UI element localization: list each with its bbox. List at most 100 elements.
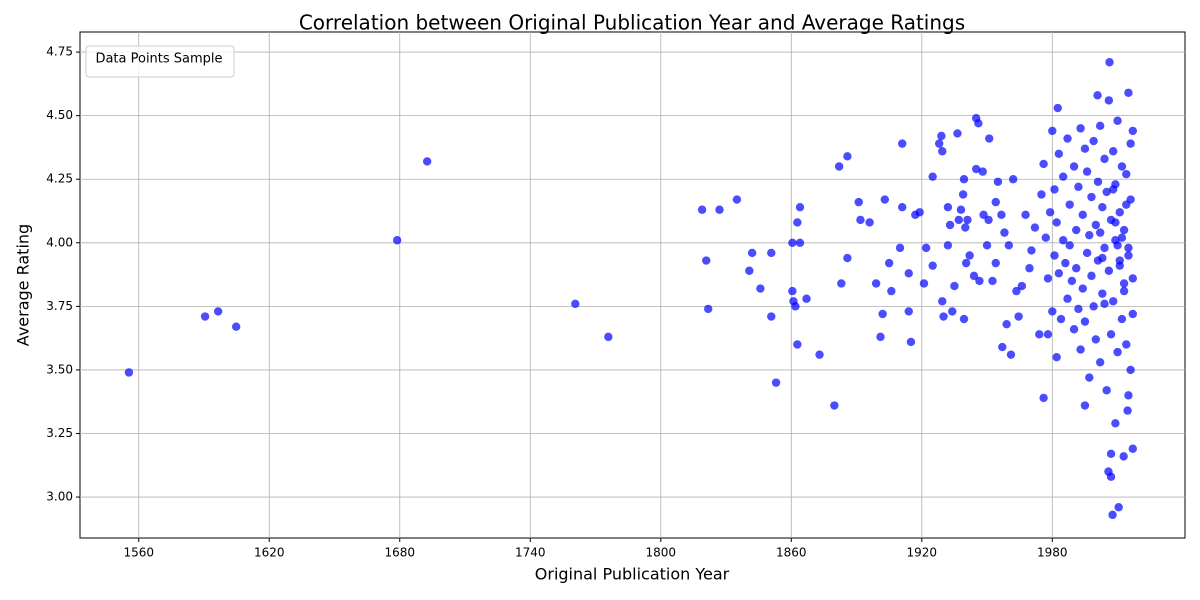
point	[1106, 472, 1116, 481]
point	[991, 258, 1000, 268]
point	[1063, 134, 1072, 143]
point	[1065, 200, 1074, 209]
point	[854, 197, 863, 207]
point	[1122, 340, 1131, 349]
point	[843, 253, 852, 263]
point	[1104, 266, 1114, 275]
point	[802, 294, 811, 303]
point	[1061, 258, 1070, 268]
point	[1076, 124, 1085, 133]
point	[1128, 126, 1137, 136]
point	[830, 401, 839, 410]
point	[904, 269, 913, 278]
legend-box	[85, 45, 235, 78]
point	[969, 271, 979, 281]
point	[767, 312, 776, 321]
point	[1124, 88, 1133, 97]
point	[878, 309, 887, 319]
point	[1119, 286, 1129, 296]
point	[392, 236, 402, 245]
point	[1114, 503, 1123, 512]
point	[887, 286, 896, 296]
point	[231, 322, 241, 331]
point	[1124, 251, 1133, 260]
point	[1035, 330, 1044, 339]
point	[1091, 220, 1101, 230]
point	[1089, 136, 1098, 146]
point	[1093, 91, 1102, 100]
point	[1041, 233, 1050, 242]
point	[1052, 353, 1061, 362]
point	[1087, 271, 1096, 281]
point	[975, 276, 984, 286]
point	[1109, 147, 1118, 156]
point	[1054, 269, 1064, 278]
point	[1012, 286, 1021, 296]
point	[1089, 302, 1098, 311]
point	[1109, 185, 1118, 194]
point	[200, 312, 210, 321]
point	[943, 241, 953, 250]
point	[1074, 304, 1083, 314]
point	[124, 368, 134, 377]
y-tick-label: 3.75	[46, 299, 73, 313]
point	[1108, 510, 1117, 520]
point	[1072, 225, 1081, 235]
point	[1050, 185, 1059, 194]
point	[1100, 243, 1109, 253]
point	[1082, 167, 1092, 176]
point	[1098, 202, 1107, 212]
point	[815, 350, 824, 359]
point	[1072, 264, 1081, 273]
point	[1078, 284, 1087, 293]
point	[1080, 317, 1090, 326]
point	[1087, 192, 1096, 202]
point	[898, 139, 907, 148]
point	[1048, 126, 1057, 136]
point	[1074, 182, 1083, 192]
point	[1076, 345, 1085, 354]
point	[795, 238, 805, 247]
point	[1106, 449, 1116, 459]
point	[904, 307, 913, 316]
point	[871, 279, 881, 288]
point	[963, 215, 972, 225]
x-tick-label: 1740	[515, 546, 546, 560]
point	[1058, 172, 1068, 181]
point	[919, 279, 929, 288]
y-tick-label: 4.25	[46, 172, 73, 186]
point	[1119, 225, 1129, 235]
point	[697, 205, 707, 214]
point	[943, 202, 953, 212]
point	[703, 304, 713, 314]
point	[984, 215, 993, 225]
point	[1093, 177, 1103, 186]
point	[1123, 406, 1132, 415]
point	[1050, 251, 1059, 260]
point	[1037, 190, 1046, 199]
chart-title: Correlation between Original Publication…	[299, 11, 965, 35]
point	[974, 119, 983, 128]
plot-frame	[79, 31, 1186, 539]
point	[938, 147, 947, 156]
point	[1128, 444, 1137, 453]
point	[856, 215, 865, 225]
point	[1119, 452, 1128, 461]
point	[1122, 169, 1131, 179]
point	[1119, 279, 1129, 288]
legend-title: Data Points Sample	[95, 52, 222, 67]
x-tick-label: 1920	[907, 546, 938, 560]
point	[1039, 159, 1048, 169]
point	[895, 243, 905, 253]
x-tick-label: 1860	[776, 546, 807, 560]
point	[747, 248, 757, 258]
point	[1117, 162, 1127, 171]
point	[1117, 233, 1127, 242]
point	[1045, 208, 1055, 217]
point	[1104, 96, 1114, 105]
point	[793, 340, 802, 349]
point	[1111, 218, 1120, 227]
point	[756, 284, 765, 293]
point	[1052, 218, 1061, 227]
point	[1014, 312, 1023, 321]
